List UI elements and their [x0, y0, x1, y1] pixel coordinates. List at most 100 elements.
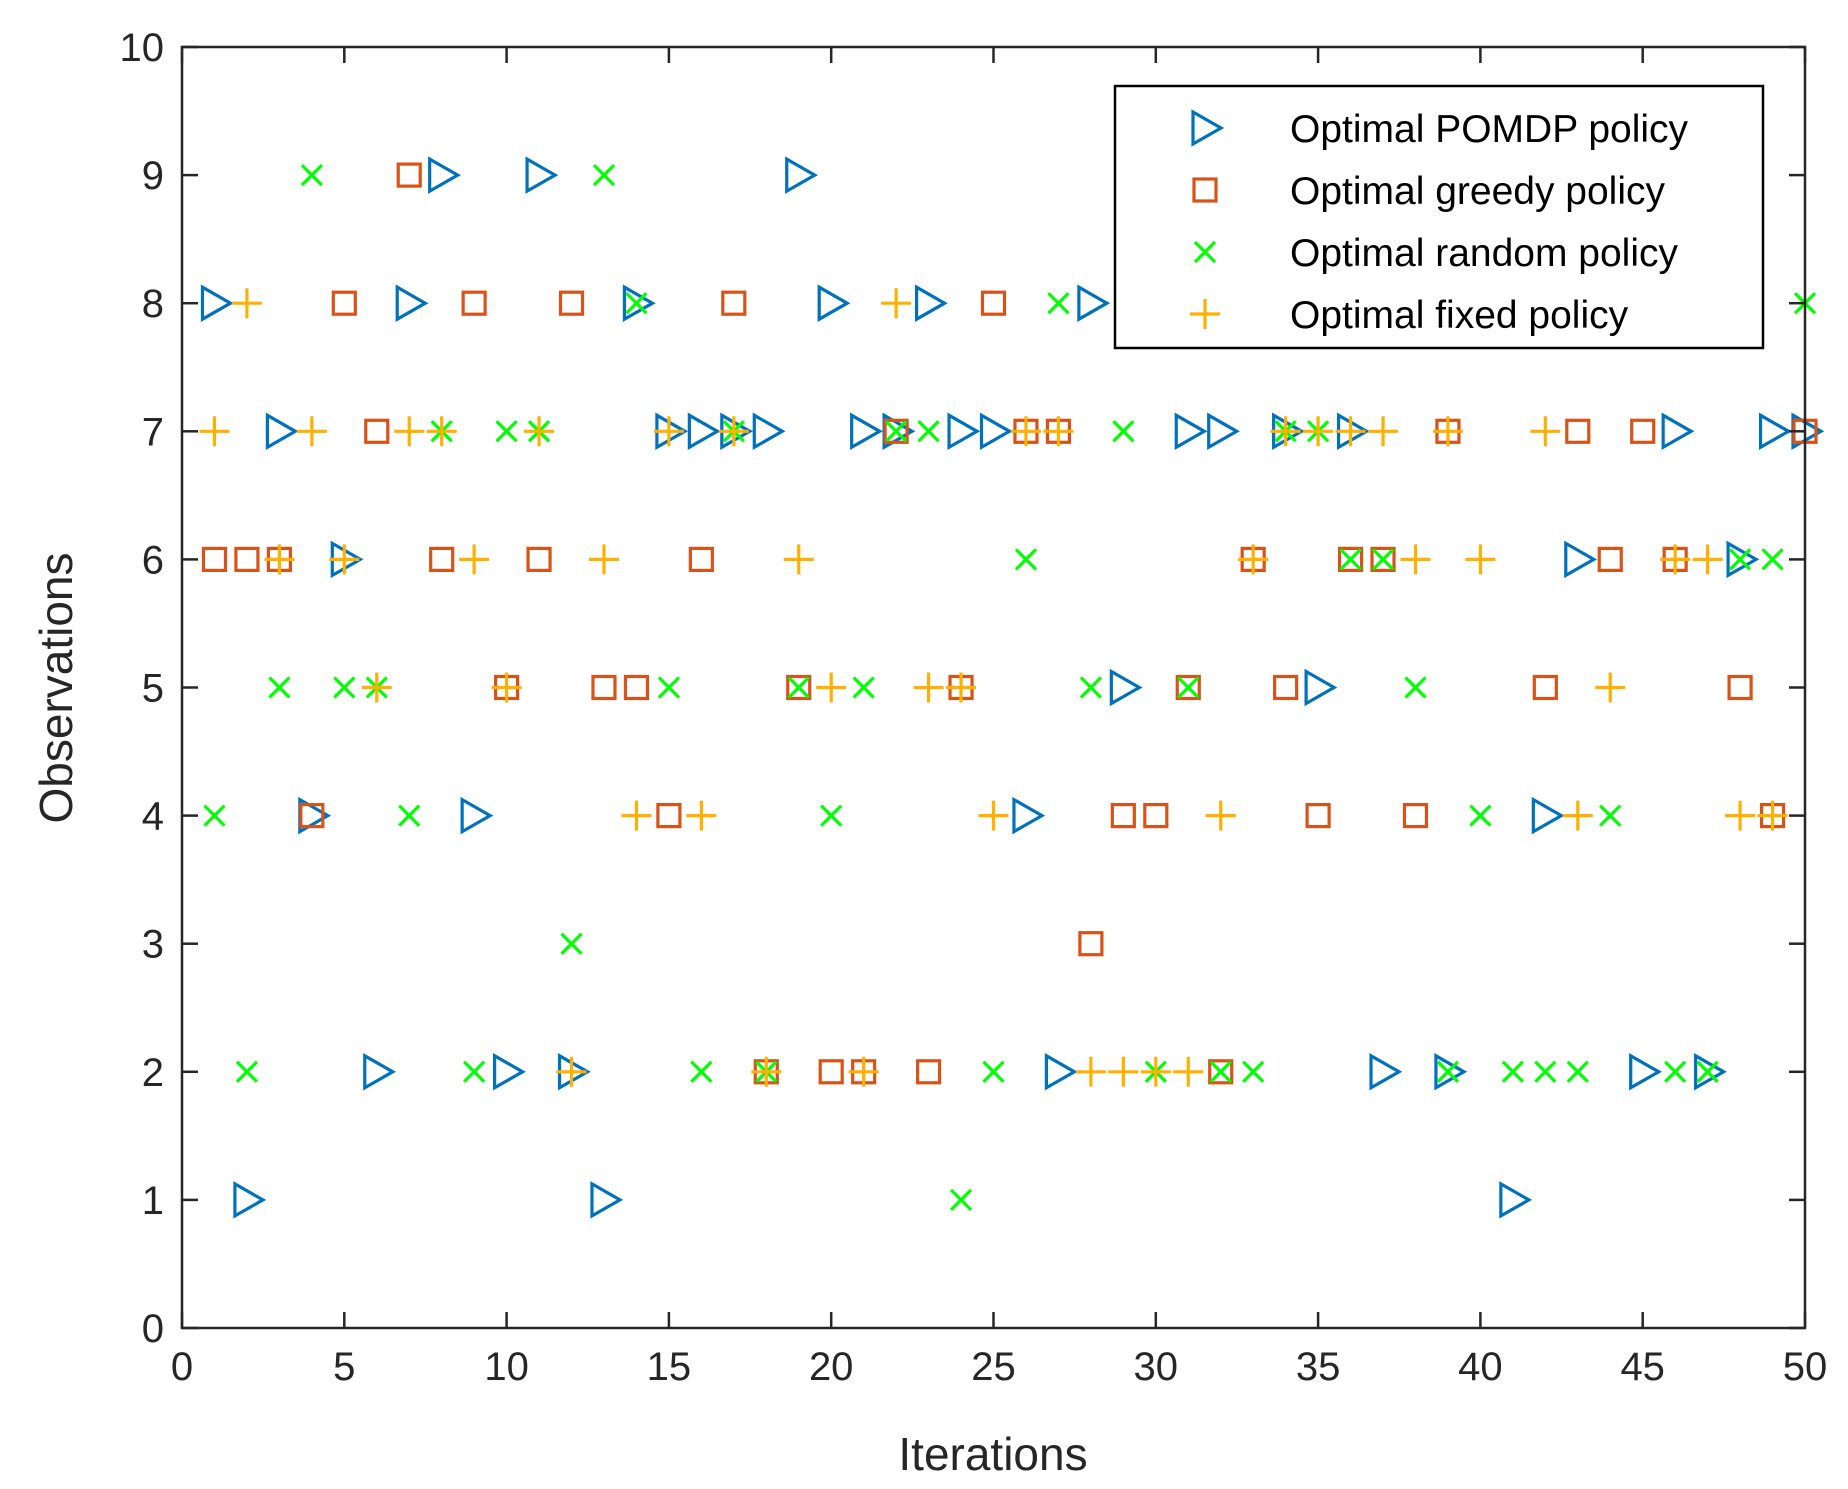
- data-point: [493, 1053, 526, 1091]
- data-point: [686, 800, 717, 831]
- data-point: [653, 416, 684, 447]
- data-point: [623, 674, 650, 701]
- data-point: [1335, 416, 1366, 447]
- y-tick-label: 6: [142, 538, 164, 582]
- y-tick-label: 0: [142, 1307, 164, 1351]
- legend-label: Optimal greedy policy: [1290, 170, 1665, 213]
- data-point: [1564, 540, 1598, 579]
- data-point: [1010, 416, 1041, 447]
- data-point: [1110, 802, 1136, 829]
- data-point: [1599, 804, 1622, 827]
- data-point: [1370, 546, 1396, 573]
- data-point: [980, 290, 1007, 316]
- data-point: [590, 1181, 624, 1219]
- data-point: [1562, 800, 1593, 831]
- x-tick-label: 20: [809, 1345, 854, 1389]
- data-point: [1761, 548, 1784, 571]
- y-tick-label: 5: [142, 667, 164, 711]
- data-point: [1532, 674, 1558, 701]
- data-point: [364, 418, 390, 444]
- data-point: [1402, 802, 1429, 829]
- data-point: [1499, 1181, 1533, 1219]
- data-point: [394, 416, 425, 447]
- x-axis-label: Iterations: [898, 1428, 1087, 1480]
- data-point: [914, 284, 948, 322]
- x-tick-label: 40: [1458, 1345, 1503, 1389]
- data-point: [1270, 416, 1301, 447]
- y-tick-label: 3: [142, 923, 164, 967]
- legend-entry: Optimal POMDP policy: [1191, 108, 1689, 151]
- data-point: [1565, 418, 1591, 444]
- data-point: [1566, 1060, 1589, 1083]
- y-tick-label: 2: [142, 1051, 164, 1095]
- data-point: [1501, 1060, 1524, 1083]
- data-point: [1205, 800, 1236, 831]
- data-point: [1273, 674, 1299, 701]
- data-point: [1434, 1053, 1468, 1091]
- data-point: [300, 163, 323, 187]
- data-point: [1075, 1056, 1106, 1087]
- data-point: [461, 290, 487, 316]
- data-point: [657, 676, 681, 699]
- data-point: [1661, 412, 1695, 451]
- data-point: [1595, 672, 1626, 703]
- data-point: [361, 672, 392, 703]
- data-point: [234, 546, 260, 573]
- data-point: [1173, 1056, 1204, 1087]
- data-point: [426, 416, 457, 447]
- data-point: [560, 932, 583, 955]
- data-point: [848, 1056, 879, 1087]
- data-point: [331, 290, 357, 316]
- data-point: [1369, 1053, 1403, 1091]
- data-point: [1726, 540, 1760, 579]
- data-point: [235, 1060, 259, 1083]
- data-point: [688, 546, 714, 573]
- data-point: [1696, 1060, 1719, 1083]
- data-point: [622, 284, 656, 322]
- legend-entry: Optimal greedy policy: [1192, 170, 1665, 213]
- data-point: [333, 676, 356, 699]
- legend-label: Optimal random policy: [1290, 232, 1678, 275]
- data-point: [201, 546, 228, 573]
- data-point: [591, 674, 617, 701]
- y-tick-label: 1: [142, 1179, 164, 1223]
- data-point: [1143, 802, 1169, 829]
- data-point: [1077, 284, 1111, 322]
- data-point: [429, 546, 455, 573]
- data-point: [917, 420, 940, 443]
- data-point: [1725, 800, 1756, 831]
- data-point: [946, 672, 977, 703]
- data-marks: [199, 156, 1825, 1219]
- data-point: [525, 156, 559, 194]
- data-point: [978, 800, 1009, 831]
- data-point: [460, 796, 494, 835]
- data-point: [1534, 1060, 1557, 1083]
- data-point: [329, 544, 360, 575]
- series-4: [199, 288, 1788, 1087]
- data-point: [913, 672, 944, 703]
- legend-marker: [1191, 109, 1225, 147]
- data-point: [203, 804, 226, 827]
- data-point: [1112, 420, 1135, 443]
- x-tick-label: 45: [1620, 1345, 1665, 1389]
- data-point: [556, 1056, 587, 1087]
- data-point: [1175, 674, 1201, 701]
- data-point: [1368, 416, 1399, 447]
- x-tick-label: 50: [1783, 1345, 1828, 1389]
- data-point: [1694, 1053, 1727, 1091]
- data-point: [398, 804, 421, 827]
- x-tick-label: 0: [171, 1345, 193, 1389]
- data-point: [1630, 418, 1656, 444]
- data-point: [1109, 668, 1143, 707]
- data-point: [1079, 676, 1103, 699]
- data-point: [524, 416, 555, 447]
- data-point: [199, 416, 230, 447]
- data-point: [783, 544, 814, 575]
- data-point: [1108, 1056, 1139, 1087]
- data-point: [1758, 412, 1792, 451]
- data-point: [1303, 416, 1334, 447]
- legend-marker: [1190, 299, 1220, 329]
- y-tick-label: 9: [142, 154, 164, 198]
- data-point: [1531, 796, 1565, 835]
